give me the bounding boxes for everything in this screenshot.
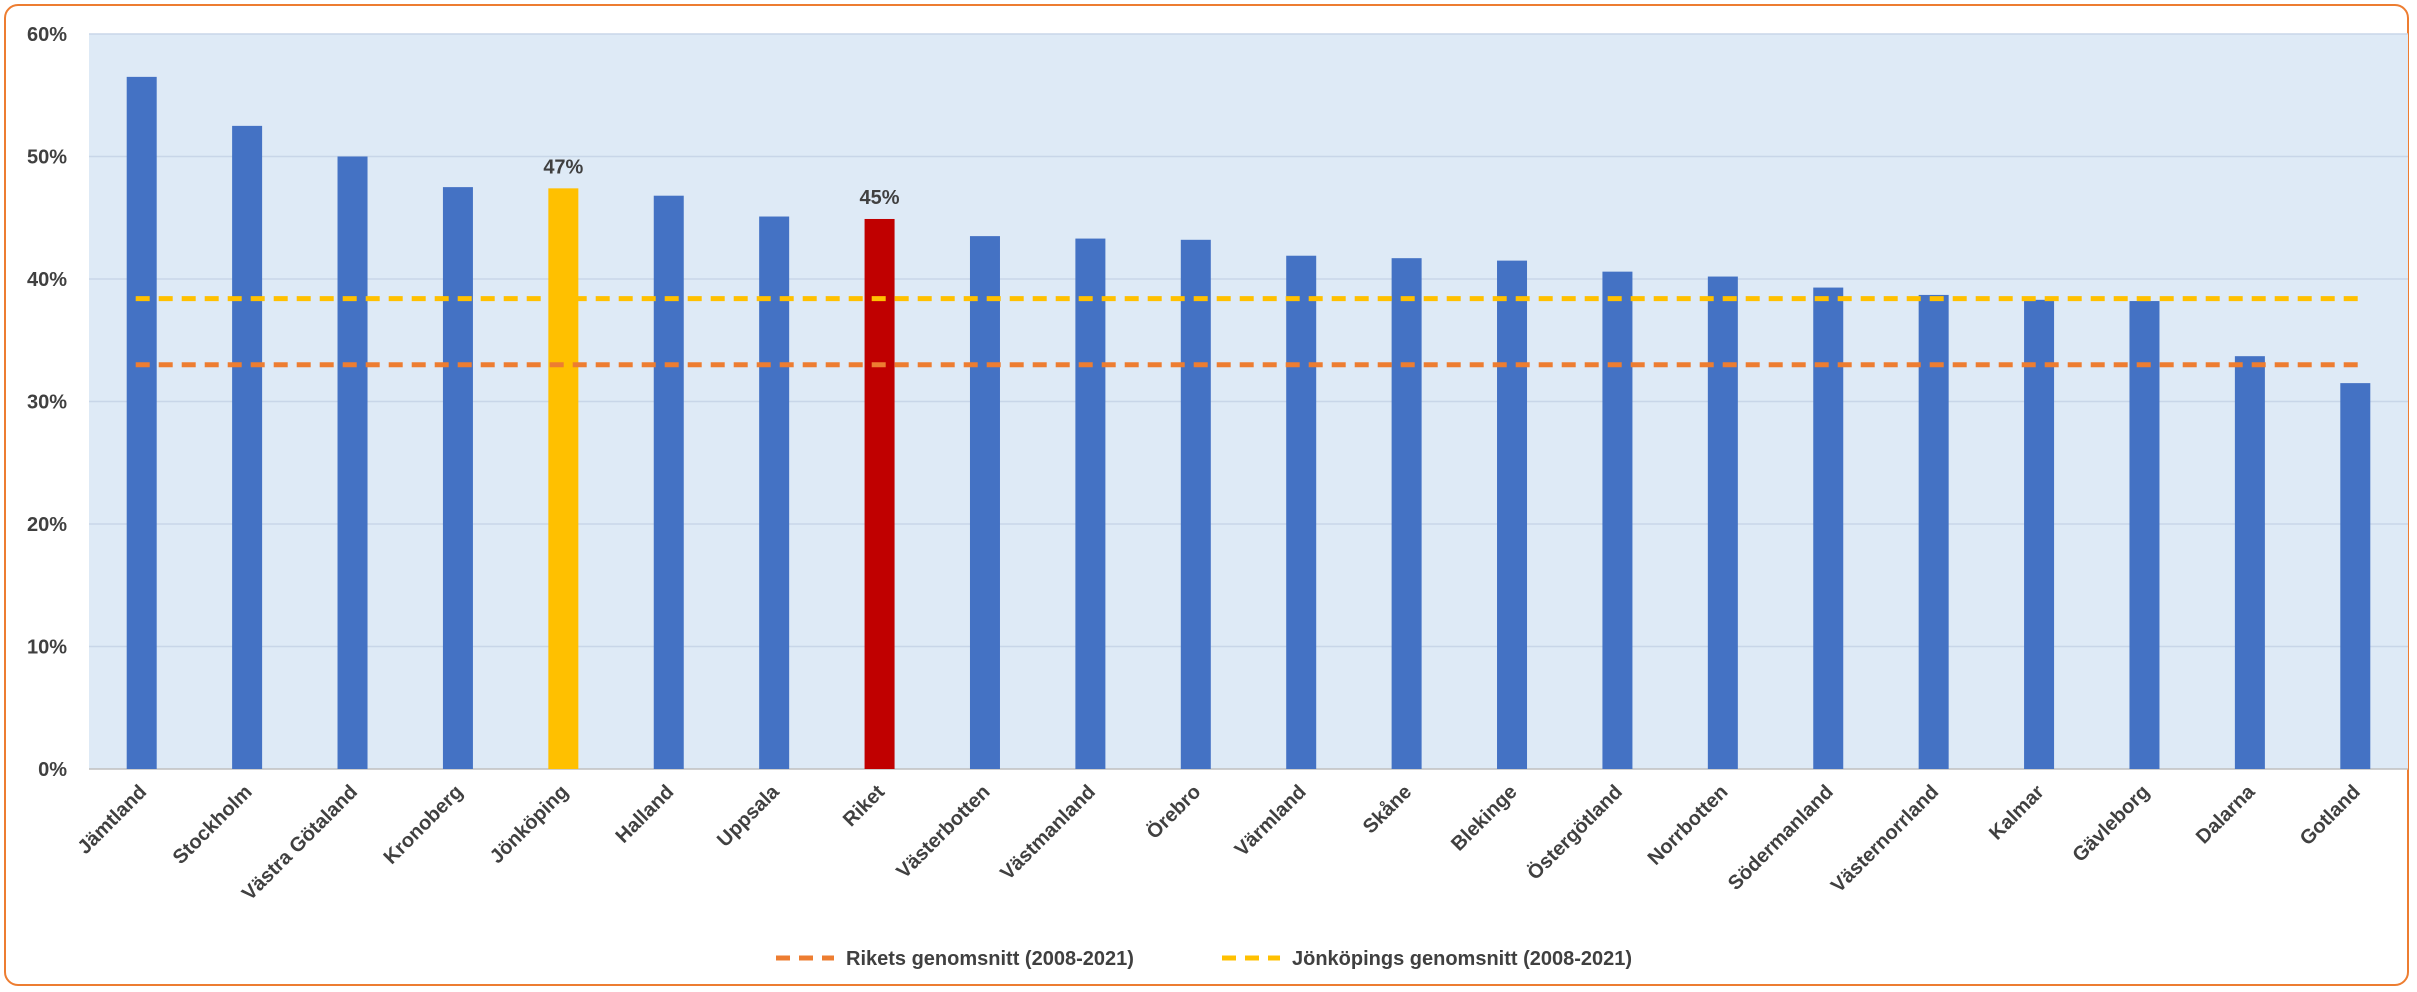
y-tick-label: 50%: [27, 147, 67, 169]
x-tick-label: Södermanland: [1724, 781, 1838, 895]
x-tick-label: Jönköping: [486, 781, 573, 868]
y-tick-label: 30%: [27, 392, 67, 414]
x-tick-label: Värmland: [1231, 781, 1311, 861]
bar: [1813, 287, 1844, 769]
bar: [1286, 255, 1317, 770]
x-tick-label: Norrbotten: [1644, 781, 1733, 870]
bar: [548, 188, 579, 770]
bar: [442, 187, 473, 769]
y-tick-label: 40%: [27, 269, 67, 291]
data-label: 45%: [860, 187, 900, 209]
gridlines: [89, 33, 2408, 770]
x-tick-label: Västmanland: [996, 781, 1100, 885]
y-tick-label: 0%: [38, 759, 67, 781]
x-tick-label: Stockholm: [169, 781, 257, 869]
x-tick-label: Örebro: [1142, 780, 1205, 843]
bar: [2129, 301, 2160, 769]
x-tick-label: Västra Götaland: [238, 781, 362, 905]
y-axis: 0% 10% 20% 30% 40% 50% 60%: [27, 24, 67, 781]
bar: [1918, 294, 1949, 769]
bar: [1075, 238, 1106, 769]
x-tick-label: Västerbotten: [893, 781, 995, 883]
y-tick-label: 20%: [27, 514, 67, 536]
legend: Rikets genomsnitt (2008-2021) Jönköpings …: [776, 948, 1632, 970]
bar: [864, 218, 895, 770]
bar: [2234, 356, 2265, 769]
x-tick-label: Gotland: [2296, 781, 2365, 850]
bar: [1497, 260, 1528, 769]
bar: [1602, 271, 1633, 769]
x-tick-label: Östergötland: [1523, 780, 1627, 884]
bar: [969, 236, 1000, 769]
x-tick-label: Halland: [612, 781, 679, 848]
x-tick-label: Skåne: [1358, 780, 1416, 838]
x-tick-label: Jämtland: [74, 781, 152, 859]
x-tick-label: Kronoberg: [380, 781, 468, 869]
bars: [126, 76, 2371, 770]
x-tick-label: Gävleborg: [2069, 781, 2155, 867]
x-tick-label: Blekinge: [1447, 781, 1522, 856]
x-tick-label: Uppsala: [713, 780, 784, 851]
x-tick-label: Dalarna: [2192, 780, 2260, 848]
data-labels: 47% 45%: [543, 156, 899, 209]
bar: [126, 76, 157, 769]
bar: [2024, 299, 2055, 769]
bar: [759, 216, 790, 769]
bar: [1391, 258, 1422, 769]
y-tick-label: 60%: [27, 24, 67, 46]
legend-label: Jönköpings genomsnitt (2008-2021): [1292, 948, 1632, 970]
reference-lines: [135, 296, 2362, 368]
x-tick-label: Västernorrland: [1827, 781, 1943, 897]
bar: [2340, 383, 2371, 769]
data-label: 47%: [543, 156, 583, 178]
bar: [232, 125, 263, 769]
bar: [337, 156, 368, 769]
bar: [1180, 239, 1211, 770]
x-tick-label: Riket: [839, 781, 889, 831]
y-tick-label: 10%: [27, 637, 67, 659]
legend-label: Rikets genomsnitt (2008-2021): [846, 948, 1134, 970]
bar: [1707, 276, 1738, 769]
bar: [653, 195, 684, 769]
x-tick-label: Kalmar: [1985, 781, 2049, 845]
